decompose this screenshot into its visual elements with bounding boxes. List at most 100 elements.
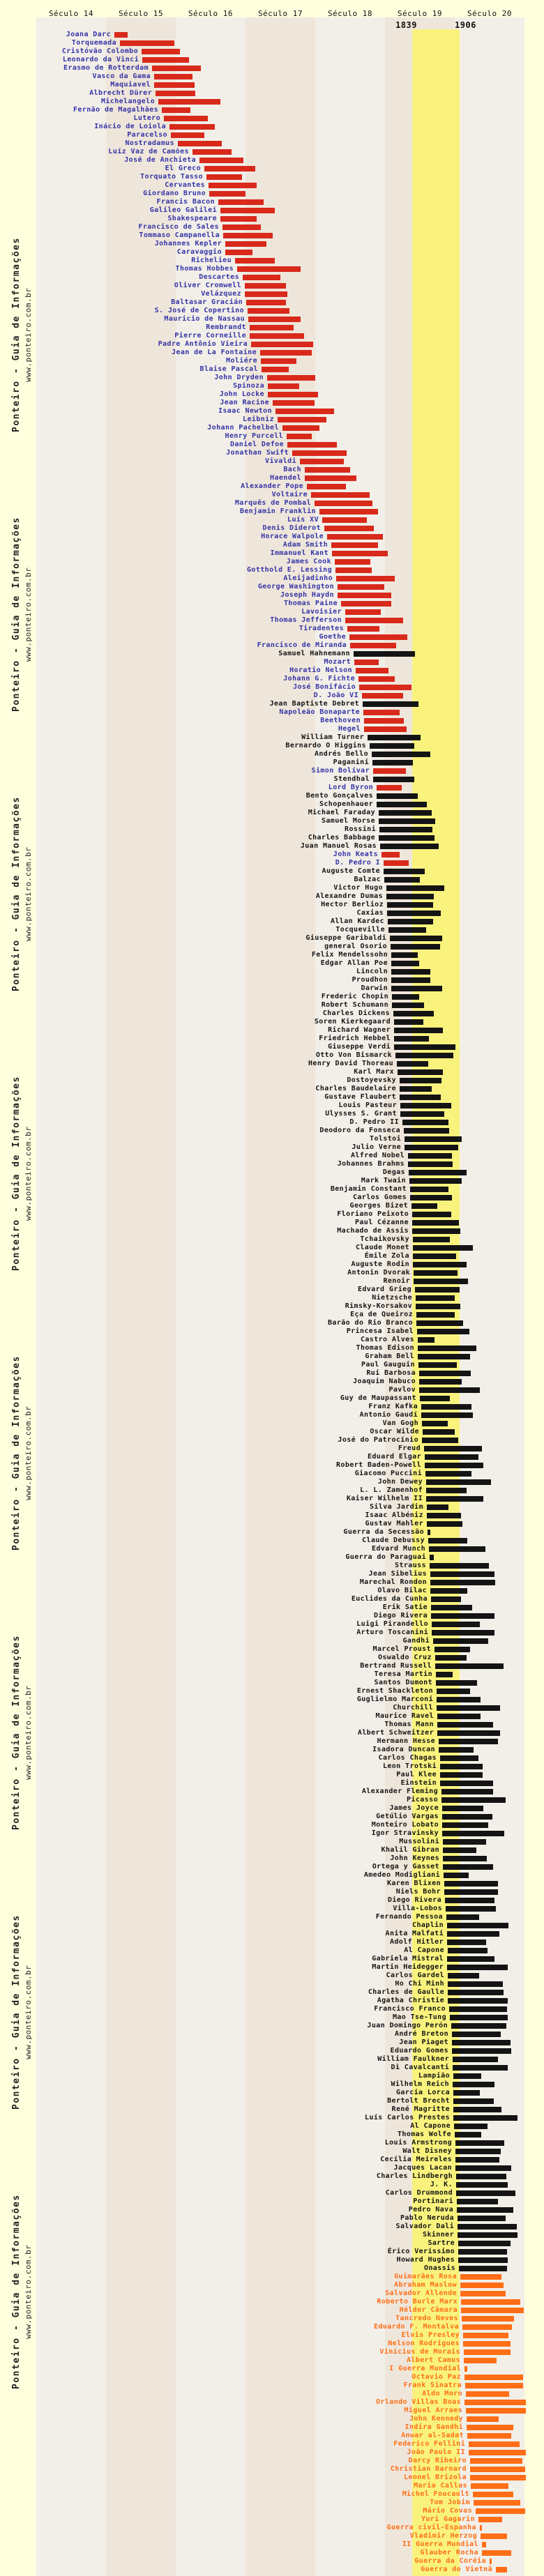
lifespan-bar xyxy=(453,2057,498,2062)
lifespan-bar xyxy=(393,1011,434,1016)
lifespan-bar xyxy=(350,643,396,648)
person-name: Yuri Gagarin xyxy=(421,2515,475,2523)
person-name: Ho Chi Minh xyxy=(395,1980,444,1988)
person-name: Joseph Haydn xyxy=(280,591,334,599)
lifespan-bar xyxy=(437,1689,470,1694)
lifespan-bar xyxy=(418,1337,435,1343)
person-name: John Keats xyxy=(333,851,378,858)
lifespan-bar xyxy=(410,1187,448,1192)
lifespan-bar xyxy=(384,860,409,866)
lifespan-bar xyxy=(440,1781,493,1786)
person-name: Goethe xyxy=(319,633,346,641)
lifespan-bar xyxy=(412,1220,459,1226)
lifespan-bar xyxy=(447,1939,486,1945)
lifespan-bar xyxy=(456,2190,515,2196)
lifespan-bar xyxy=(466,2391,509,2397)
lifespan-bar xyxy=(425,1454,478,1460)
person-name: Chaplin xyxy=(412,1921,444,1929)
person-name: Stendhal xyxy=(333,775,370,783)
person-name: José Bonifácio xyxy=(293,683,356,691)
person-name: José do Patrocínio xyxy=(338,1436,418,1444)
person-name: Fernão de Magalhães xyxy=(73,106,158,114)
person-name: Maurice Ravel xyxy=(375,1712,434,1720)
person-name: Paracelso xyxy=(127,131,167,139)
person-name: Deodoro da Fonseca xyxy=(319,1127,400,1134)
person-name: Frederic Chopin xyxy=(321,993,388,1000)
lifespan-bar xyxy=(427,1521,462,1527)
lifespan-bar xyxy=(425,1471,471,1477)
person-name: Leonardo da Vinci xyxy=(62,56,139,63)
lifespan-bar xyxy=(287,442,337,448)
lifespan-bar xyxy=(338,593,391,598)
person-name: Thomas Wolfe xyxy=(397,2131,451,2138)
person-name: D. João VI xyxy=(313,692,358,699)
lifespan-bar xyxy=(386,885,444,891)
person-name: Galileo Galilei xyxy=(149,206,217,214)
lifespan-bar xyxy=(447,1965,508,1970)
lifespan-bar xyxy=(311,492,370,498)
person-name: Mozart xyxy=(324,658,351,666)
lifespan-bar xyxy=(292,450,347,456)
person-name: Jacques Lacan xyxy=(393,2164,452,2172)
person-name: Picasso xyxy=(407,1796,438,1804)
person-name: Napoleão Bonaparte xyxy=(279,708,360,716)
lifespan-bar xyxy=(465,2383,523,2388)
person-name: Di Cavalcanti xyxy=(391,2064,449,2071)
person-name: Claude Debussy xyxy=(362,1537,425,1544)
person-name: Francisco Franco xyxy=(374,2005,446,2013)
person-name: Luís XV xyxy=(287,516,319,524)
lifespan-bar xyxy=(324,526,374,531)
lifespan-bar xyxy=(443,1847,476,1853)
lifespan-bar xyxy=(307,484,346,489)
person-name: Elvis Presley xyxy=(401,2331,460,2339)
person-name: Charles de Gaulle xyxy=(368,1988,444,1996)
highlight-band-1839-1906 xyxy=(412,29,460,2576)
person-name: Joana Darc xyxy=(66,31,111,38)
sidebar-site-name: Ponteiro - Guia de Informações xyxy=(11,796,22,991)
lifespan-bar xyxy=(460,2282,504,2288)
person-name: Friedrich Hebbel xyxy=(319,1035,391,1042)
lifespan-bar xyxy=(439,1747,474,1753)
person-name: Diego Rivera xyxy=(387,1896,441,1904)
person-name: Johannes Kepler xyxy=(154,240,222,247)
lifespan-bar xyxy=(463,2333,508,2338)
lifespan-bar xyxy=(400,1111,444,1117)
lifespan-bar xyxy=(368,735,421,740)
person-name: Cecília Meireles xyxy=(380,2156,452,2163)
person-name: Schopenhauer xyxy=(319,800,373,808)
person-name: Hermann Hesse xyxy=(377,1737,435,1745)
lifespan-bar xyxy=(267,375,315,381)
lifespan-bar xyxy=(481,2533,507,2539)
lifespan-bar xyxy=(394,1036,429,1042)
lifespan-bar xyxy=(443,1864,493,1870)
person-name: Richelieu xyxy=(191,257,232,264)
century-header-label: Século 19 xyxy=(397,9,443,18)
lifespan-bar xyxy=(448,1981,503,1987)
person-name: Hegel xyxy=(338,725,361,733)
person-name: Felix Mendelssohn xyxy=(311,951,388,959)
person-name: Glauber Rocha xyxy=(420,2549,478,2556)
sidebar-site-url: www.ponteiro.com.br xyxy=(24,1685,33,1780)
lifespan-bar xyxy=(250,325,294,330)
lifespan-bar xyxy=(405,1145,458,1150)
person-name: Al Capone xyxy=(404,1946,444,1954)
lifespan-bar xyxy=(454,2124,488,2129)
person-name: Mário Covas xyxy=(423,2507,472,2515)
person-name: Michael Faraday xyxy=(308,809,375,816)
lifespan-bar xyxy=(450,2015,508,2020)
person-name: Georges Bizet xyxy=(349,1202,408,1210)
person-name: João Paulo II xyxy=(407,2448,465,2456)
lifespan-bar xyxy=(388,927,426,933)
person-name: Guerra da Coréia xyxy=(414,2557,486,2565)
lifespan-bar xyxy=(262,367,289,372)
lifespan-bar xyxy=(431,1613,494,1619)
lifespan-bar xyxy=(453,2098,494,2104)
person-name: José de Anchieta xyxy=(124,156,196,164)
lifespan-bar xyxy=(419,1371,471,1376)
lifespan-bar xyxy=(409,1170,467,1175)
lifespan-bar xyxy=(261,358,296,364)
lifespan-bar xyxy=(421,1404,471,1410)
person-name: Descartes xyxy=(199,273,239,281)
person-name: Abraham Maslow xyxy=(394,2281,457,2289)
lifespan-bar xyxy=(433,1638,488,1644)
